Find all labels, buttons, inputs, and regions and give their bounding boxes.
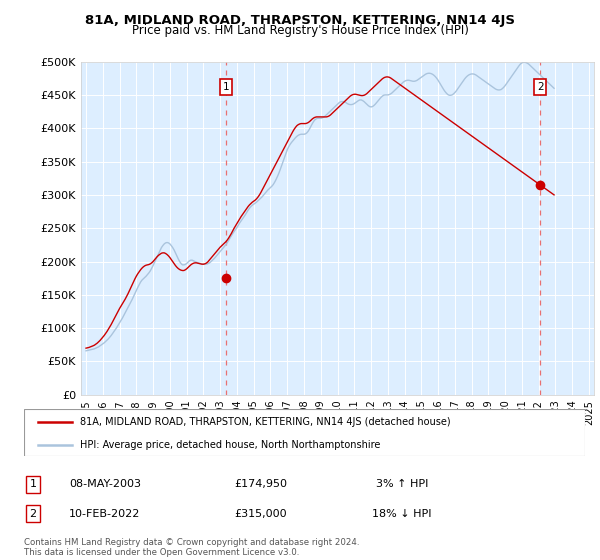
Text: 81A, MIDLAND ROAD, THRAPSTON, KETTERING, NN14 4JS (detached house): 81A, MIDLAND ROAD, THRAPSTON, KETTERING,… (80, 417, 451, 427)
Text: 08-MAY-2003: 08-MAY-2003 (69, 479, 141, 489)
Text: £315,000: £315,000 (235, 508, 287, 519)
Text: 81A, MIDLAND ROAD, THRAPSTON, KETTERING, NN14 4JS: 81A, MIDLAND ROAD, THRAPSTON, KETTERING,… (85, 14, 515, 27)
Text: Price paid vs. HM Land Registry's House Price Index (HPI): Price paid vs. HM Land Registry's House … (131, 24, 469, 37)
Text: 1: 1 (223, 82, 229, 92)
FancyBboxPatch shape (24, 409, 585, 456)
Text: Contains HM Land Registry data © Crown copyright and database right 2024.
This d: Contains HM Land Registry data © Crown c… (24, 538, 359, 557)
Text: £174,950: £174,950 (235, 479, 287, 489)
Text: 3% ↑ HPI: 3% ↑ HPI (376, 479, 428, 489)
Text: 10-FEB-2022: 10-FEB-2022 (70, 508, 140, 519)
Text: 18% ↓ HPI: 18% ↓ HPI (372, 508, 432, 519)
Text: 1: 1 (29, 479, 37, 489)
Text: HPI: Average price, detached house, North Northamptonshire: HPI: Average price, detached house, Nort… (80, 440, 380, 450)
Text: 2: 2 (537, 82, 544, 92)
Text: 2: 2 (29, 508, 37, 519)
